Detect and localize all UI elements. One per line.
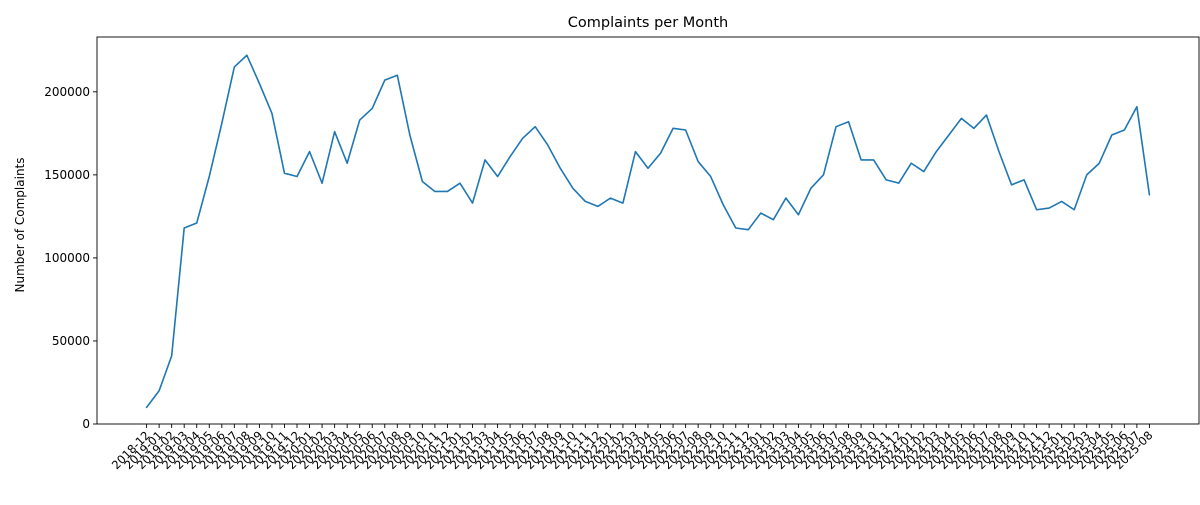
series-line [145,54,1151,409]
data-point [935,150,937,152]
data-point [384,79,386,81]
chart-title: Complaints per Month [568,15,728,31]
data-point [158,390,160,392]
data-point [609,197,611,199]
data-point [684,129,686,131]
data-point [760,212,762,214]
x-axis: 2018-122019-012019-022019-032019-042019-… [109,424,1156,472]
y-axis: 0 50000 100000 150000 200000 [44,85,97,431]
data-point [409,134,411,136]
data-point [547,144,549,146]
data-point [170,355,172,357]
data-point [1123,129,1125,131]
data-point [221,122,223,124]
data-point [747,228,749,230]
data-point [534,125,536,127]
data-point [910,162,912,164]
data-point [333,130,335,132]
data-point [559,167,561,169]
data-point [346,162,348,164]
data-point [521,137,523,139]
data-point [496,175,498,177]
data-point [1073,209,1075,211]
y-axis-label: Number of Complaints [13,157,27,292]
data-point [985,114,987,116]
data-point [697,160,699,162]
data-point [1086,174,1088,176]
data-point [484,159,486,161]
data-point [898,182,900,184]
data-point [797,214,799,216]
data-point [246,54,248,56]
y-tick-label: 200000 [44,85,90,99]
data-point [145,406,147,408]
data-point [622,202,624,204]
data-point [283,172,285,174]
data-point [960,117,962,119]
data-point [1136,106,1138,108]
data-point [948,134,950,136]
data-point [1111,134,1113,136]
data-point [785,197,787,199]
y-tick-label: 50000 [52,334,90,348]
data-point [923,170,925,172]
data-point [1023,179,1025,181]
data-point [208,175,210,177]
data-point [358,119,360,121]
data-point [196,222,198,224]
data-point [1010,184,1012,186]
data-point [446,190,448,192]
data-point [847,121,849,123]
data-point [1148,194,1150,196]
data-point [597,205,599,207]
data-point [1060,200,1062,202]
data-point [233,66,235,68]
data-point [672,127,674,129]
data-point [709,175,711,177]
data-point [973,127,975,129]
data-point [998,150,1000,152]
data-point [421,180,423,182]
data-point [471,202,473,204]
data-point [647,167,649,169]
y-tick-label: 150000 [44,168,90,182]
data-point [772,219,774,221]
data-point [1035,209,1037,211]
plot-area-frame [96,36,1200,425]
data-point [885,179,887,181]
data-point [810,187,812,189]
data-point [1048,207,1050,209]
data-point [822,174,824,176]
y-tick-label: 100000 [44,251,90,265]
data-point [271,112,273,114]
data-point [735,227,737,229]
data-point [396,74,398,76]
data-point [258,82,260,84]
data-point [434,190,436,192]
data-point [584,200,586,202]
data-point [835,125,837,127]
data-point [509,155,511,157]
data-point [371,107,373,109]
data-point [459,182,461,184]
data-point [860,159,862,161]
data-point [183,227,185,229]
data-point [296,175,298,177]
y-tick-label: 0 [82,417,90,431]
data-point [722,204,724,206]
data-point [872,159,874,161]
data-point [659,152,661,154]
data-point [308,150,310,152]
data-point [634,150,636,152]
series-layer [145,54,1151,409]
data-point [572,187,574,189]
data-point [1098,162,1100,164]
data-point [321,182,323,184]
